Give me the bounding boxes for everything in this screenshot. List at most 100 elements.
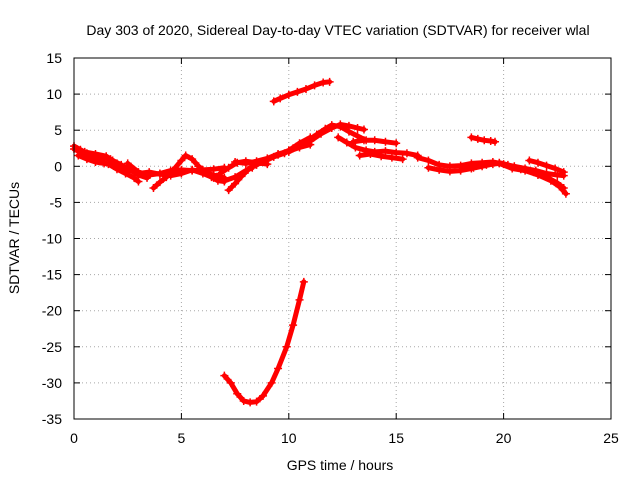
data-point bbox=[112, 159, 121, 168]
data-point bbox=[123, 166, 132, 175]
data-point bbox=[117, 163, 126, 172]
data-point bbox=[398, 155, 407, 164]
y-tick-label: -25 bbox=[42, 339, 62, 355]
x-tick-label: 25 bbox=[603, 430, 619, 446]
chart-title: Day 303 of 2020, Sidereal Day-to-day VTE… bbox=[86, 22, 589, 38]
x-tick-label: 0 bbox=[70, 430, 78, 446]
data-point bbox=[91, 150, 100, 159]
data-point bbox=[508, 164, 517, 173]
data-point bbox=[106, 155, 115, 164]
data-point bbox=[561, 189, 570, 198]
data-point bbox=[289, 321, 298, 330]
data-point bbox=[293, 87, 302, 96]
data-point bbox=[445, 167, 454, 176]
data-point bbox=[295, 295, 304, 304]
x-tick-label: 20 bbox=[496, 430, 512, 446]
data-point bbox=[233, 389, 242, 398]
data-point bbox=[231, 179, 240, 188]
y-tick-label: 15 bbox=[46, 50, 62, 66]
data-point bbox=[259, 157, 268, 166]
data-point bbox=[237, 172, 246, 181]
plot-frame bbox=[73, 57, 612, 420]
data-point bbox=[473, 134, 482, 143]
data-point bbox=[198, 169, 207, 178]
data-point bbox=[334, 133, 343, 142]
data-point bbox=[216, 169, 225, 178]
data-point bbox=[456, 165, 465, 174]
data-point bbox=[188, 155, 197, 164]
data-point bbox=[123, 159, 132, 168]
data-point bbox=[252, 160, 261, 169]
series-arc14 bbox=[269, 77, 334, 106]
data-point bbox=[177, 169, 186, 178]
data-point bbox=[155, 178, 164, 187]
y-tick-label: -20 bbox=[42, 303, 62, 319]
data-point bbox=[74, 151, 83, 160]
data-point bbox=[145, 168, 154, 177]
x-tick-label: 15 bbox=[388, 430, 404, 446]
data-point bbox=[149, 183, 158, 192]
data-point bbox=[166, 171, 175, 180]
data-point bbox=[381, 147, 390, 156]
data-point bbox=[353, 124, 362, 133]
data-point bbox=[100, 159, 109, 168]
data-point bbox=[359, 125, 368, 134]
y-tick-label: -15 bbox=[42, 267, 62, 283]
data-point bbox=[301, 85, 310, 94]
series-arc16 bbox=[306, 120, 368, 146]
data-point bbox=[284, 90, 293, 99]
data-point bbox=[533, 158, 542, 167]
data-point bbox=[353, 131, 362, 140]
data-point bbox=[310, 81, 319, 90]
data-point bbox=[134, 177, 143, 186]
data-point bbox=[269, 152, 278, 161]
data-point bbox=[325, 77, 334, 86]
data-point bbox=[252, 397, 261, 406]
data-point bbox=[413, 153, 422, 162]
x-tick-label: 5 bbox=[178, 430, 186, 446]
data-point bbox=[220, 371, 229, 380]
series-arc3 bbox=[74, 151, 132, 175]
series-arc18 bbox=[349, 136, 401, 148]
data-point bbox=[188, 165, 197, 174]
data-point bbox=[495, 159, 504, 168]
series-arc23 bbox=[456, 159, 570, 198]
y-tick-label: 5 bbox=[54, 122, 62, 138]
data-point bbox=[102, 152, 111, 161]
data-point bbox=[209, 173, 218, 182]
data-point bbox=[243, 165, 252, 174]
data-point bbox=[239, 396, 248, 405]
data-point bbox=[274, 364, 283, 373]
series-arc24 bbox=[467, 133, 500, 146]
y-tick-label: 10 bbox=[46, 86, 62, 102]
data-point bbox=[220, 176, 229, 185]
data-point bbox=[469, 163, 478, 172]
y-axis-label: SDTVAR / TECUs bbox=[6, 182, 22, 294]
series-trace bbox=[458, 160, 569, 197]
y-tick-label: -35 bbox=[42, 411, 62, 427]
data-point bbox=[299, 277, 308, 286]
tick-layer: 0 5 10 15 20 25 -35 -30 -25 -20 -15 -10 -5 0 5 10 15 bbox=[42, 50, 619, 446]
data-point bbox=[155, 170, 164, 179]
data-point bbox=[392, 139, 401, 148]
data-point bbox=[91, 157, 100, 166]
data-point bbox=[317, 129, 326, 138]
data-point bbox=[226, 378, 235, 387]
data-point bbox=[370, 136, 379, 145]
data-point bbox=[231, 157, 240, 166]
data-point bbox=[533, 170, 542, 179]
data-layer bbox=[70, 77, 570, 407]
data-point bbox=[551, 164, 560, 173]
data-point bbox=[559, 168, 568, 177]
data-point bbox=[241, 159, 250, 168]
data-point bbox=[424, 163, 433, 172]
series-arc19 bbox=[355, 150, 407, 164]
data-point bbox=[82, 155, 91, 164]
y-tick-label: -30 bbox=[42, 375, 62, 391]
data-point bbox=[521, 166, 530, 175]
series-arc4 bbox=[80, 147, 121, 168]
grid-layer bbox=[74, 58, 611, 419]
data-point bbox=[355, 151, 364, 160]
